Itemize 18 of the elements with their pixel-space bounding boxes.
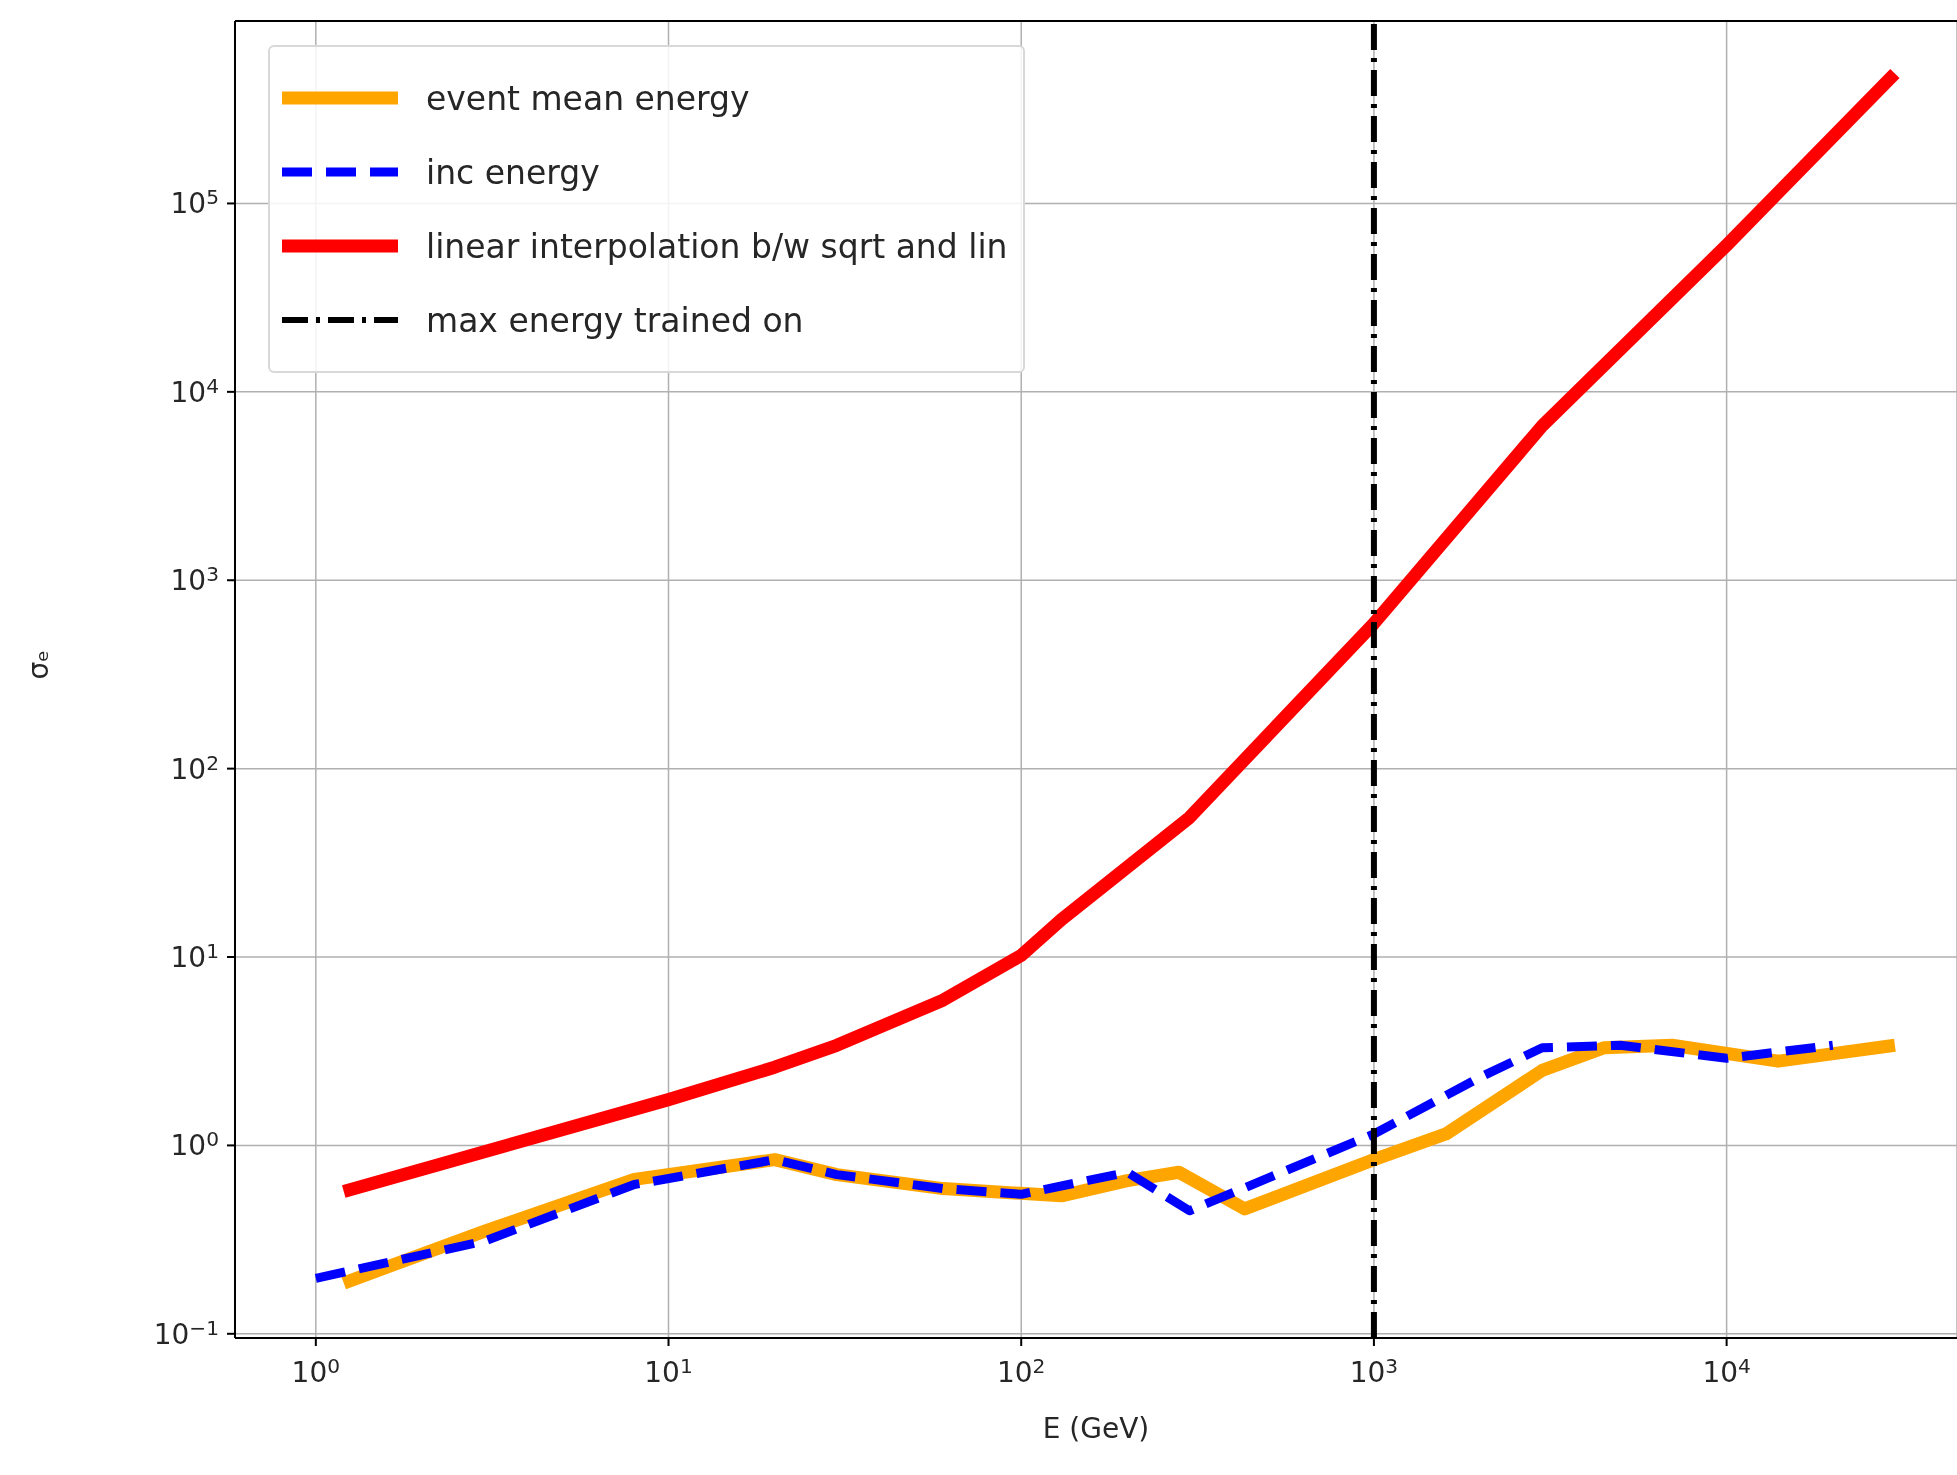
y-tick-label: 10$^{0}$ [170,1127,219,1163]
legend-label: event mean energy [426,78,750,118]
legend-label: inc energy [426,152,600,192]
x-tick-label: 10$^{1}$ [644,1354,693,1389]
x-tick-label: 10$^{2}$ [996,1354,1046,1389]
x-tick-label: 10$^{4}$ [1702,1354,1751,1389]
legend-label: max energy trained on [426,300,804,340]
x-tick-label: 10$^{0}$ [291,1354,341,1389]
y-tick-label: 10$^{3}$ [170,562,219,598]
y-tick-label: 10$^{1}$ [170,939,219,975]
x-tick-label: 10$^{3}$ [1349,1354,1399,1389]
y-tick-label: 10$^{2}$ [170,750,219,786]
y-axis-title: σₑ [21,650,55,680]
y-tick-label: 10$^{5}$ [170,185,219,221]
y-tick-label: 10$^{−1}$ [153,1315,219,1351]
legend-label: linear interpolation b/w sqrt and lin [426,226,1008,266]
x-axis-title: E (GeV) [1042,1412,1150,1445]
y-tick-label: 10$^{4}$ [170,373,219,409]
